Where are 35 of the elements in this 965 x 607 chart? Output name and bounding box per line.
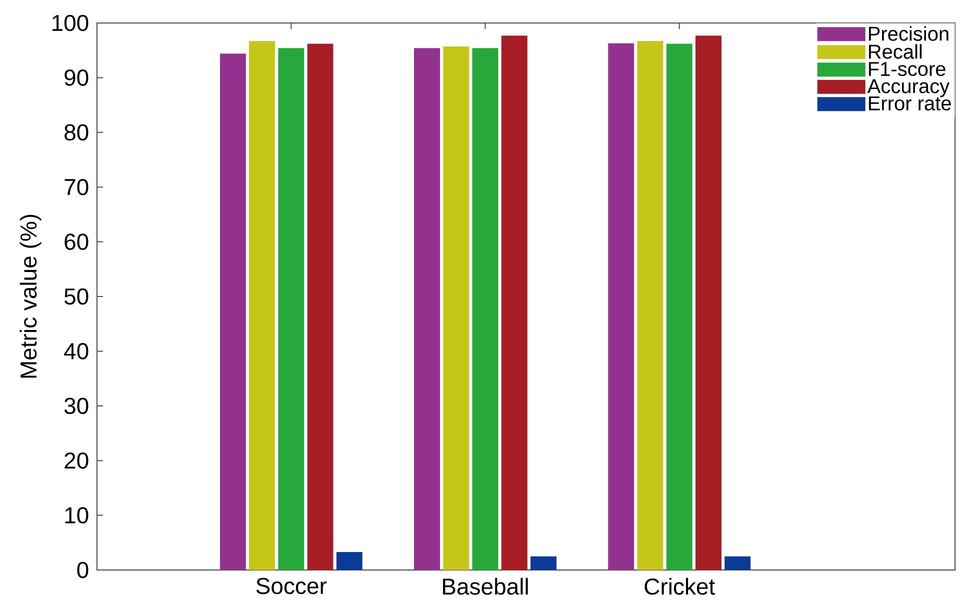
y-tick-label: 60 (64, 234, 88, 250)
bar (307, 44, 334, 570)
legend-label: Error rate (869, 96, 951, 110)
x-tick-label: Baseball (443, 578, 528, 595)
legend-label: F1-score (869, 62, 946, 76)
bar (220, 54, 246, 570)
legend-label: Precision (869, 26, 948, 41)
bar (414, 48, 440, 570)
y-tick-label: 0 (77, 562, 88, 578)
bar (501, 36, 528, 570)
x-tick-label: Soccer (256, 578, 327, 594)
y-tick-label: 90 (64, 70, 88, 86)
y-tick-label: 30 (64, 398, 88, 414)
legend-label: Accuracy (867, 79, 950, 98)
y-tick-label: 80 (64, 124, 88, 141)
y-axis-title: Metric value (%) (20, 214, 42, 378)
bar (724, 556, 751, 570)
bar (530, 556, 556, 570)
bar (336, 552, 362, 570)
y-tick-label: 100 (52, 14, 88, 32)
y-tick-label: 20 (64, 452, 88, 469)
bar (608, 43, 634, 570)
y-tick-label: 10 (65, 507, 88, 524)
y-tick-label: 40 (64, 343, 88, 360)
x-tick-label: Cricket (644, 578, 715, 595)
legend-label: Recall (869, 44, 922, 59)
bar (249, 41, 276, 570)
y-tick-label: 70 (64, 178, 88, 196)
bar (472, 48, 498, 570)
bar (443, 46, 470, 570)
bar (278, 48, 304, 570)
y-tick-label: 50 (64, 288, 88, 305)
bar (695, 36, 722, 570)
bar (666, 44, 692, 570)
bar (637, 41, 664, 570)
